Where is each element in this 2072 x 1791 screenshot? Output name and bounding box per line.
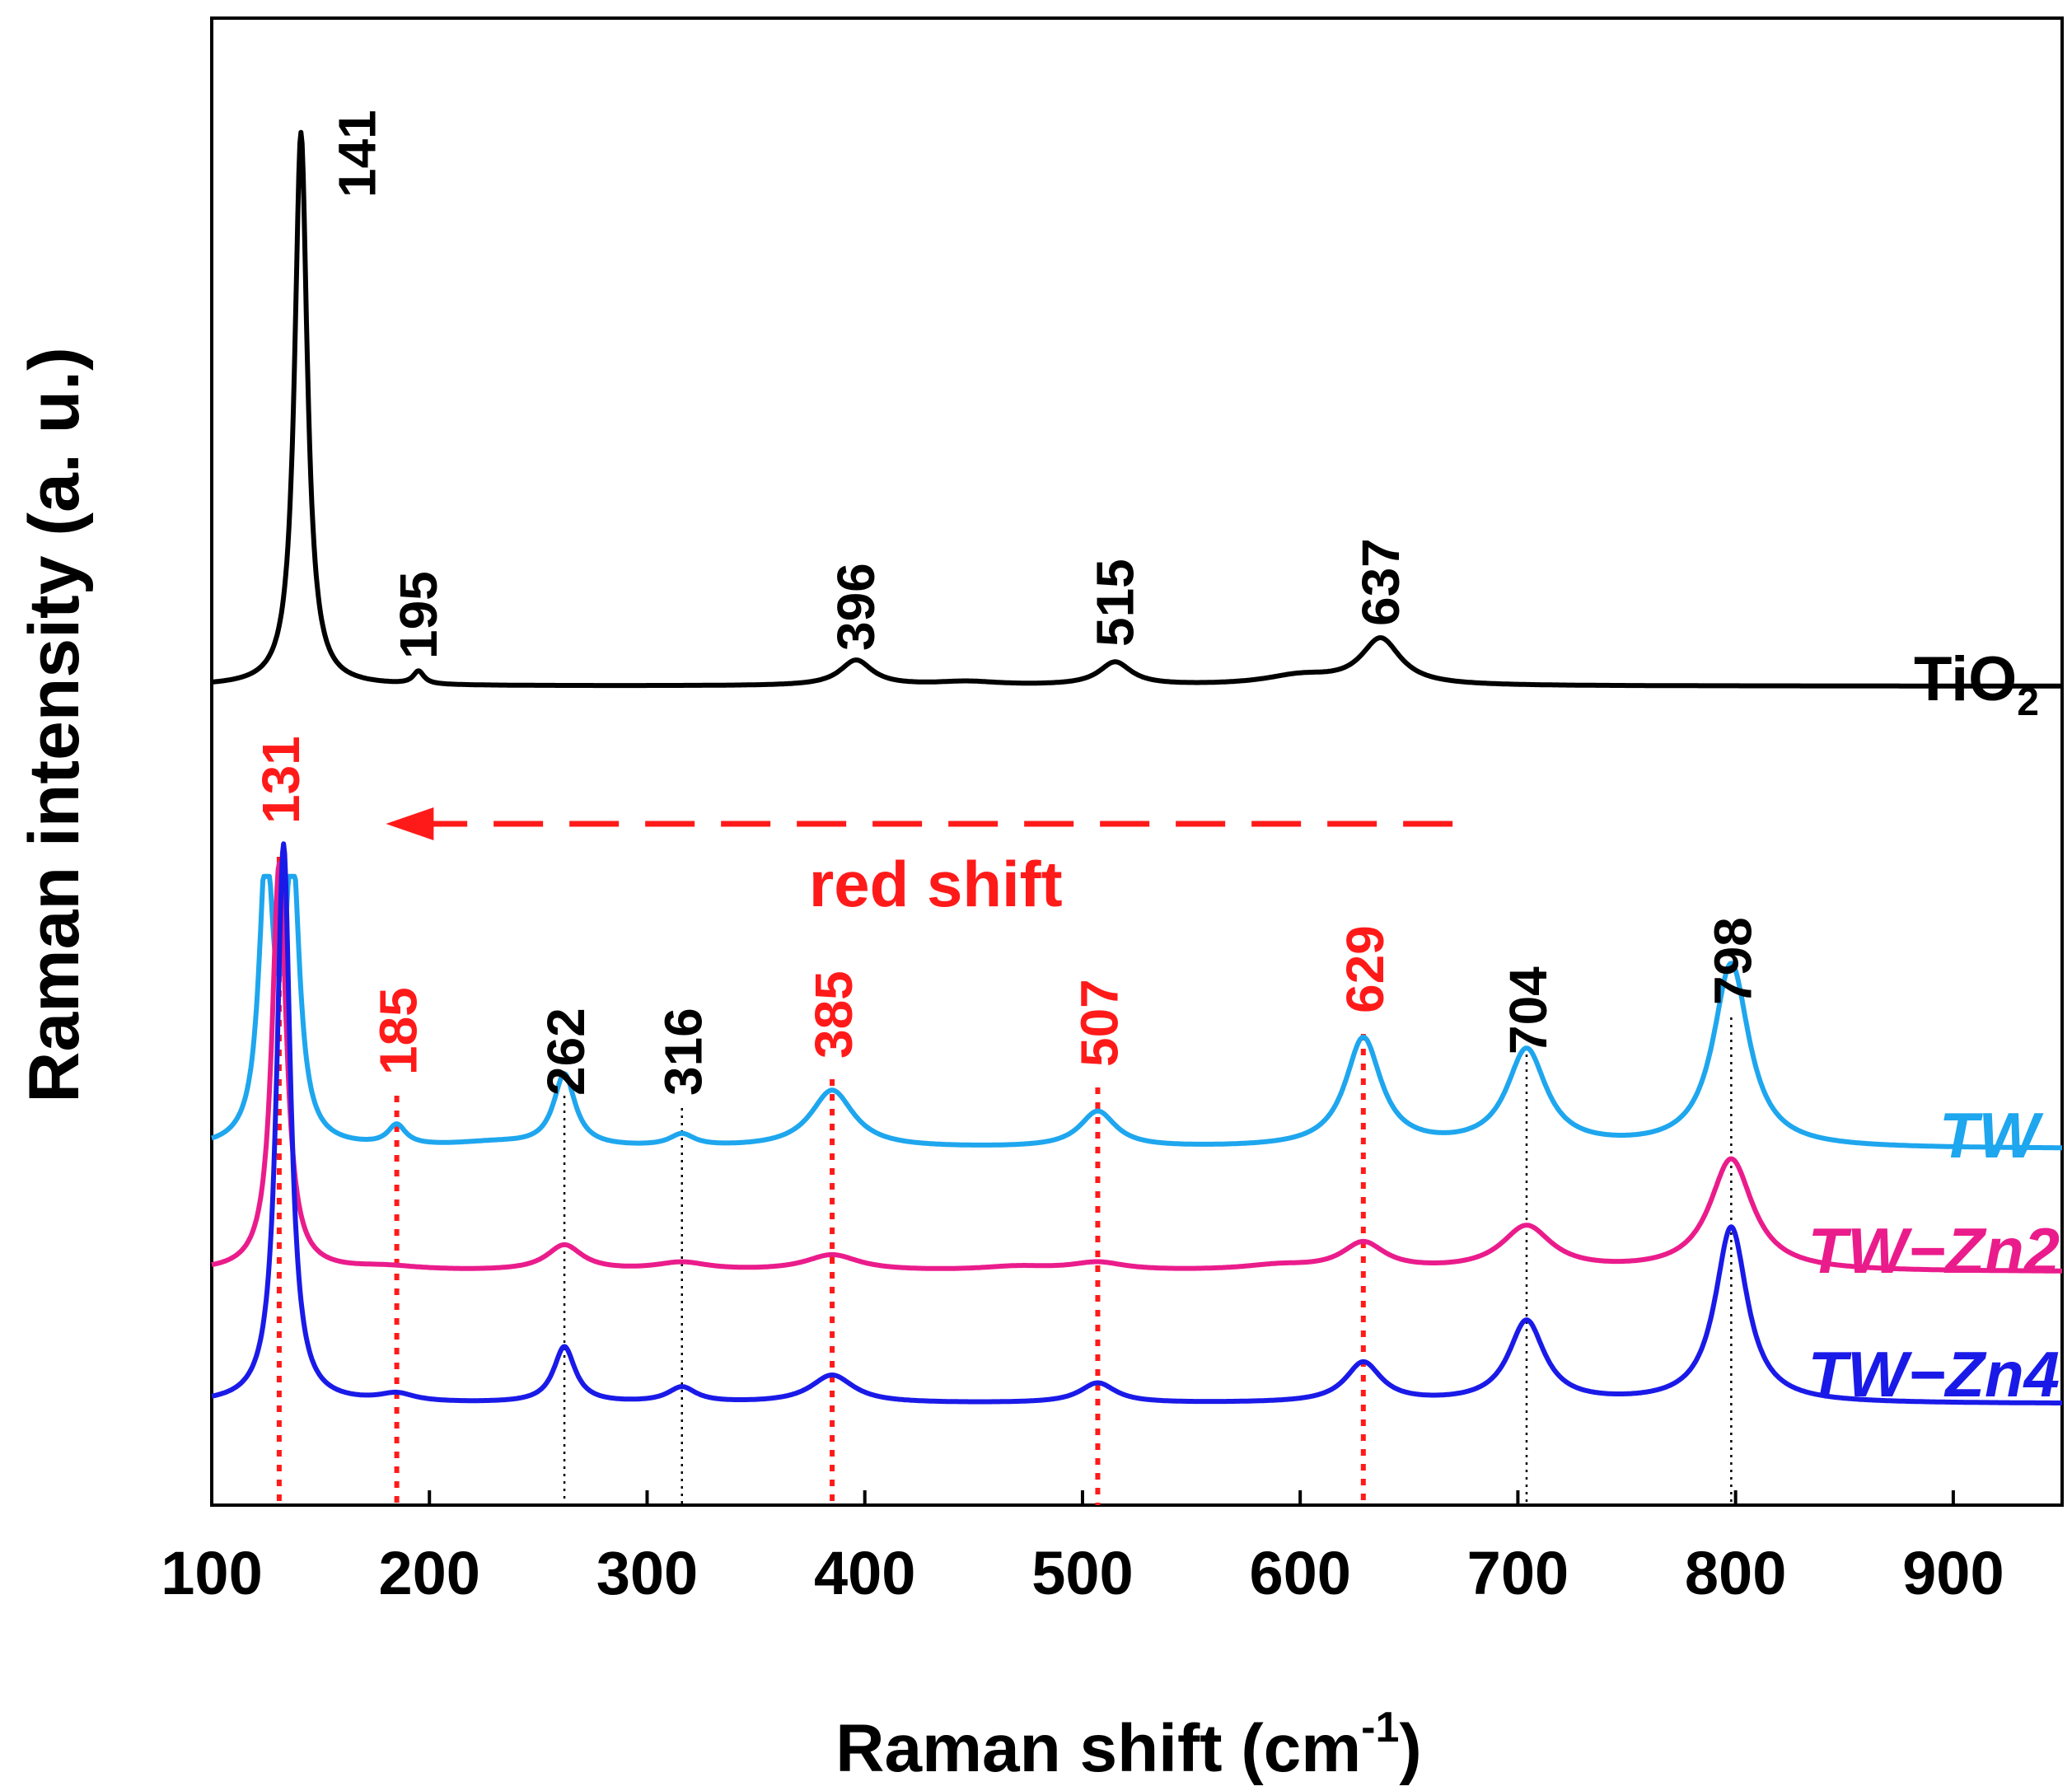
legend-label-2: TW−Zn2 bbox=[1808, 1214, 2060, 1287]
curves-layer bbox=[210, 129, 2064, 1405]
red-marker-label-385: 385 bbox=[804, 970, 863, 1059]
black-marker-label-704: 704 bbox=[1499, 966, 1558, 1054]
x-tick-label-800: 800 bbox=[1685, 1539, 1786, 1607]
red-marker-label-507: 507 bbox=[1069, 979, 1129, 1067]
marker-lines-layer bbox=[276, 857, 1733, 1505]
red-marker-label-185: 185 bbox=[369, 987, 428, 1075]
x-axis-title: Raman shift (cm-1) bbox=[835, 1704, 1421, 1786]
red-shift-annotation: red shift bbox=[386, 807, 1453, 920]
legend-label-text: TW bbox=[1939, 1099, 2045, 1171]
red-marker-label-131: 131 bbox=[251, 736, 311, 824]
x-tick-label-200: 200 bbox=[379, 1539, 480, 1607]
legend-label-1: TW bbox=[1939, 1099, 2045, 1171]
x-tick-label-300: 300 bbox=[596, 1539, 698, 1607]
x-axis-title-close: ) bbox=[1399, 1711, 1421, 1786]
x-axis-title-text: Raman shift (cm bbox=[835, 1711, 1361, 1786]
x-axis-title-superscript: -1 bbox=[1361, 1704, 1399, 1751]
tio2-peak-label-637: 637 bbox=[1351, 538, 1410, 626]
x-tick-label-600: 600 bbox=[1249, 1539, 1350, 1607]
tio2-peak-label-515: 515 bbox=[1086, 559, 1145, 647]
tio2-peak-label-195: 195 bbox=[389, 571, 448, 659]
legend-label-3: TW−Zn4 bbox=[1808, 1338, 2060, 1410]
x-tick-label-100: 100 bbox=[161, 1539, 262, 1607]
legend-label-subscript: 2 bbox=[2017, 680, 2039, 724]
plot-area-frame bbox=[210, 16, 2064, 1507]
x-tick-label-400: 400 bbox=[814, 1539, 915, 1607]
black-marker-label-798: 798 bbox=[1703, 917, 1762, 1005]
x-tick-label-900: 900 bbox=[1902, 1539, 2004, 1607]
curve-tio bbox=[210, 129, 2064, 689]
peak-labels-layer: TiO2 TW TW−Zn2 TW−Zn4 141 195 396 515 637 131 185 3… bbox=[251, 110, 2060, 1410]
y-axis-title: Raman intensity (a. u.) bbox=[15, 347, 94, 1103]
curve-twzn2 bbox=[210, 861, 2064, 1274]
legend-label-text: TW−Zn4 bbox=[1808, 1338, 2060, 1410]
red-shift-label: red shift bbox=[809, 848, 1063, 920]
x-tick-label-500: 500 bbox=[1031, 1539, 1133, 1607]
black-marker-label-316: 316 bbox=[654, 1008, 713, 1096]
legend-label-text: TiO bbox=[1914, 644, 2017, 714]
legend-label-0: TiO2 bbox=[1914, 644, 2039, 724]
x-tick-label-700: 700 bbox=[1467, 1539, 1569, 1607]
x-axis: 100 200 300 400 500 600 700 800 900 bbox=[161, 1490, 2004, 1607]
curve-twzn4 bbox=[210, 841, 2064, 1405]
legend-label-text: TW−Zn2 bbox=[1808, 1214, 2060, 1287]
red-marker-label-629: 629 bbox=[1335, 925, 1395, 1013]
curve-tw bbox=[210, 873, 2064, 1151]
black-marker-label-262: 262 bbox=[536, 1008, 596, 1096]
red-shift-arrow-head bbox=[386, 807, 434, 840]
tio2-peak-label-141: 141 bbox=[327, 110, 386, 198]
tio2-peak-label-396: 396 bbox=[826, 563, 886, 651]
